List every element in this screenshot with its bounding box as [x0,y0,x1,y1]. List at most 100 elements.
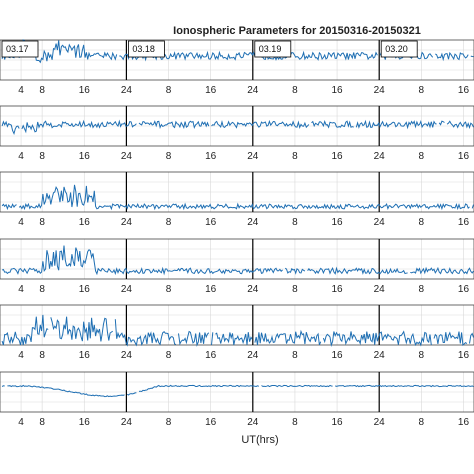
x-tick-label: 8 [292,284,298,295]
x-tick-label: 16 [79,350,91,361]
x-tick-label: 16 [332,417,344,428]
x-tick-label: 16 [332,350,344,361]
day-label: 03.19 [259,44,282,54]
x-tick-label: 24 [121,85,133,96]
x-tick-label: 16 [332,284,344,295]
x-tick-label: 8 [39,217,45,228]
x-tick-label: 8 [39,151,45,162]
x-tick-label: 24 [374,284,386,295]
x-tick-label: 24 [247,284,259,295]
x-tick-label: 24 [374,417,386,428]
x-tick-label: 8 [166,217,172,228]
x-tick-label: 8 [166,151,172,162]
x-tick-label: 24 [121,217,133,228]
x-tick-label: 8 [292,417,298,428]
x-tick-label: 8 [166,417,172,428]
series-line [1,384,474,398]
x-tick-label: 8 [292,217,298,228]
day-label-box [380,40,418,58]
x-tick-label: 16 [458,284,470,295]
x-tick-label: 16 [458,217,470,228]
x-tick-label: 8 [39,85,45,96]
panel-frame [0,39,474,81]
x-tick-label: 8 [419,85,425,96]
x-tick-label: 16 [458,85,470,96]
x-tick-label: 24 [121,151,133,162]
x-tick-label: 24 [247,151,259,162]
day-label: 03.20 [385,44,408,54]
x-tick-label: 8 [419,284,425,295]
x-tick-label: 24 [247,417,259,428]
x-tick-label: 16 [332,85,344,96]
x-tick-label: 16 [79,417,91,428]
x-tick-label: 16 [205,217,217,228]
x-tick-label: 16 [332,217,344,228]
x-tick-label: 8 [166,284,172,295]
series-line [1,184,474,211]
x-tick-label: 24 [374,350,386,361]
x-tick-label: 4 [18,350,24,361]
x-axis-label: UT(hrs) [241,434,278,446]
day-label-box [127,40,165,58]
x-tick-label: 4 [18,217,24,228]
panel-3: 4 8 16 24 8 16 24 8 16 24 8 16 [0,171,474,228]
x-tick-label: 4 [18,284,24,295]
x-tick-label: 4 [18,151,24,162]
x-tick-label: 24 [374,151,386,162]
x-tick-label: 24 [247,217,259,228]
x-tick-label: 8 [292,350,298,361]
x-tick-label: 8 [39,350,45,361]
x-tick-label: 16 [458,350,470,361]
panel-5: 4 8 16 24 8 16 24 8 16 24 8 16 [0,304,474,361]
x-tick-label: 8 [292,151,298,162]
x-tick-label: 16 [205,417,217,428]
x-tick-label: 8 [419,217,425,228]
chart-title: Ionospheric Parameters for 20150316-2015… [173,25,421,37]
x-tick-label: 8 [39,284,45,295]
series-line [1,245,474,276]
panel-frame [0,105,474,147]
series-line [1,314,474,347]
x-tick-label: 24 [247,85,259,96]
x-tick-label: 8 [419,350,425,361]
series-line [1,119,474,136]
x-tick-label: 8 [292,85,298,96]
x-tick-label: 16 [79,151,91,162]
panel-frame [0,238,474,280]
x-tick-label: 16 [458,417,470,428]
day-label-box [1,40,39,58]
x-tick-label: 16 [205,151,217,162]
x-tick-label: 16 [79,284,91,295]
panel-2: 4 8 16 24 8 16 24 8 16 24 8 16 [0,105,474,162]
day-label: 03.18 [132,44,155,54]
x-tick-label: 16 [79,85,91,96]
panel-1: 4 8 16 24 8 16 24 8 16 24 8 16 03.17 03.18 03.19 03.20 [0,39,474,96]
x-tick-label: 16 [332,151,344,162]
x-tick-label: 16 [205,350,217,361]
x-tick-label: 8 [166,350,172,361]
x-tick-label: 24 [374,85,386,96]
panel-frame [0,304,474,346]
x-tick-label: 16 [458,151,470,162]
x-tick-label: 24 [121,284,133,295]
day-label-box [254,40,292,58]
x-tick-label: 8 [419,417,425,428]
panel-6: 4 8 16 24 8 16 24 8 16 24 8 16 [0,371,474,428]
day-label: 03.17 [6,44,29,54]
x-tick-label: 8 [39,417,45,428]
x-tick-label: 24 [121,417,133,428]
x-tick-label: 8 [166,85,172,96]
x-tick-label: 8 [419,151,425,162]
x-tick-label: 24 [247,350,259,361]
panel-4: 4 8 16 24 8 16 24 8 16 24 8 16 [0,238,474,295]
x-tick-label: 24 [374,217,386,228]
x-tick-label: 4 [18,417,24,428]
x-tick-label: 24 [121,350,133,361]
panel-frame [0,371,474,413]
panel-frame [0,171,474,213]
x-tick-label: 16 [205,85,217,96]
x-tick-label: 4 [18,85,24,96]
x-tick-label: 16 [79,217,91,228]
